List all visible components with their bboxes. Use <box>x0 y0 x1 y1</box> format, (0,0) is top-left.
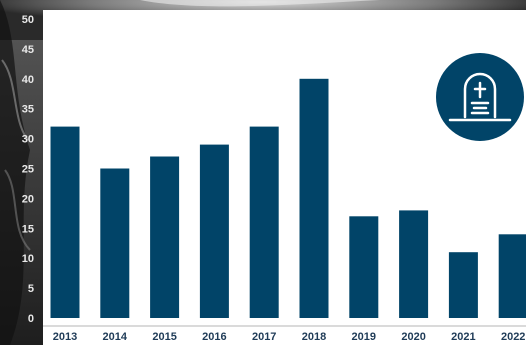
bar-2017 <box>249 126 279 318</box>
y-tick-label: 5 <box>28 283 34 295</box>
bar-2015 <box>150 156 180 318</box>
y-tick-label: 0 <box>28 313 34 325</box>
y-tick-label: 15 <box>22 223 34 235</box>
x-tick-label: 2015 <box>152 331 176 343</box>
bar-2018 <box>299 78 329 318</box>
tombstone-badge <box>436 53 524 141</box>
y-tick-label: 20 <box>22 193 34 205</box>
x-tick-label: 2013 <box>53 331 77 343</box>
bar-2020 <box>399 210 429 318</box>
x-tick-label: 2014 <box>103 331 128 343</box>
x-tick-label: 2021 <box>451 331 475 343</box>
y-tick-label: 40 <box>22 74 34 86</box>
gravestone-icon <box>448 72 512 122</box>
bar-2022 <box>498 234 526 318</box>
y-tick-label: 35 <box>22 104 34 116</box>
y-tick-label: 45 <box>22 44 34 56</box>
x-tick-label: 2020 <box>401 331 425 343</box>
x-tick-label: 2016 <box>202 331 226 343</box>
y-tick-label: 50 <box>22 14 34 26</box>
y-tick-label: 30 <box>22 134 34 146</box>
y-tick-label: 25 <box>22 164 34 176</box>
x-tick-label: 2019 <box>352 331 376 343</box>
chart-panel: 2013 2014 2015 2016 2017 2018 2019 2020 2021 2022 <box>43 10 526 345</box>
bar-2019 <box>349 216 379 318</box>
bar-chart: 2013 2014 2015 2016 2017 2018 2019 2020 2021 2022 <box>43 53 526 343</box>
bars-group <box>50 78 526 318</box>
y-tick-label: 10 <box>22 253 34 265</box>
bar-2014 <box>100 168 130 318</box>
x-tick-labels: 2013 2014 2015 2016 2017 2018 2019 2020 2021 2022 <box>53 331 526 343</box>
x-tick-label: 2018 <box>302 331 326 343</box>
x-tick-label: 2022 <box>501 331 525 343</box>
bar-2016 <box>199 144 229 318</box>
bar-2013 <box>50 126 80 318</box>
y-axis: 0 5 10 15 20 25 30 35 40 45 50 <box>22 14 34 325</box>
bar-2021 <box>448 252 478 318</box>
x-tick-label: 2017 <box>252 331 276 343</box>
